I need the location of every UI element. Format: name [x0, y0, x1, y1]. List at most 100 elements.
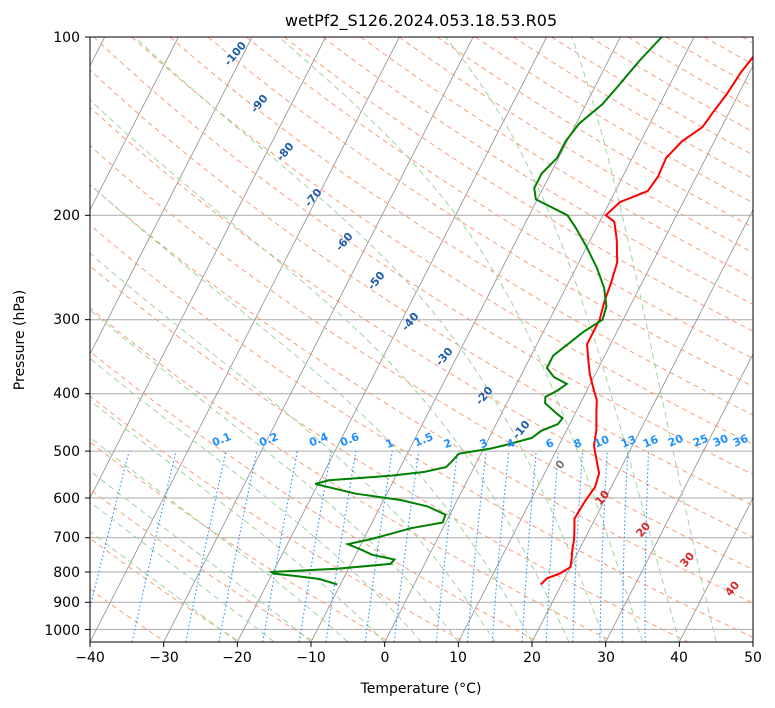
dry-adiabat-line	[90, 488, 316, 642]
mixing-ratio-label: 30	[711, 432, 730, 450]
mixing-ratio-label: 3	[478, 436, 490, 451]
dry-adiabat-line	[322, 37, 753, 305]
dry-adiabat-label: -40	[399, 310, 422, 334]
moist-adiabat-line	[278, 37, 643, 642]
x-tick-label: 40	[670, 650, 688, 666]
dry-adiabat-label: -60	[333, 230, 356, 254]
mixing-ratio-line	[435, 451, 459, 642]
dry-adiabat-line	[90, 224, 753, 638]
dry-adiabat-line	[90, 395, 466, 642]
mixing-ratio-line	[599, 451, 608, 642]
dewpoint-profile-line	[268, 37, 663, 586]
y-tick-label: 900	[53, 595, 80, 611]
mixing-ratio-line	[521, 451, 537, 642]
dry-adiabat-line	[360, 37, 753, 279]
dry-adiabat-label: -50	[365, 269, 388, 293]
mixing-ratio-label: 13	[619, 433, 638, 451]
dry-adiabat-line	[703, 37, 753, 66]
isotherm-line	[752, 641, 753, 642]
x-axis-title: Temperature (°C)	[360, 681, 482, 697]
profile-lines	[268, 37, 753, 586]
x-tick-label: 50	[744, 650, 762, 666]
temperature-profile-line	[539, 55, 753, 586]
chart-title: wetPf2_S126.2024.053.18.53.R05	[285, 11, 557, 31]
x-tick-label: −20	[222, 650, 252, 666]
dry-adiabat-line	[551, 37, 753, 156]
dry-adiabat-line	[90, 307, 615, 642]
dry-adiabat-label: 0	[553, 457, 568, 471]
mixing-ratio-label: 8	[572, 436, 584, 451]
dry-adiabat-line	[665, 37, 753, 88]
y-tick-label: 300	[53, 312, 80, 328]
isotherm-line	[605, 352, 753, 642]
dry-adiabat-label: -90	[248, 92, 271, 116]
isotherm-line	[531, 208, 753, 642]
isotherm-line	[384, 37, 695, 642]
dry-adiabat-label: -20	[473, 384, 496, 408]
dry-adiabat-line	[513, 37, 753, 180]
mixing-ratio-line	[491, 451, 510, 642]
moist-adiabat-line	[90, 501, 275, 642]
y-tick-label: 500	[53, 444, 80, 460]
isotherm-line	[678, 496, 753, 642]
dry-adiabat-label: -100	[221, 39, 249, 69]
x-tick-label: 0	[381, 650, 390, 666]
y-tick-label: 100	[53, 30, 80, 46]
moist-adiabat-line	[571, 37, 717, 642]
x-axis: −40 −30 −20 −10 0 10 20 30 40 50	[75, 642, 762, 666]
dry-adiabat-line	[93, 37, 753, 476]
mixing-ratio-line	[466, 451, 487, 642]
mixing-ratio-label: 25	[691, 432, 710, 450]
x-tick-label: 10	[449, 650, 467, 666]
y-axis-title: Pressure (hPa)	[12, 290, 28, 390]
mixing-ratio-label: 36	[731, 432, 750, 450]
moist-adiabat-line	[90, 399, 386, 642]
y-tick-label: 1000	[44, 623, 80, 639]
dry-adiabat-label: -80	[274, 140, 297, 164]
moist-adiabat-line	[90, 470, 312, 642]
dry-adiabat-line	[474, 37, 753, 204]
moist-adiabat-line	[90, 530, 238, 642]
dry-adiabat-label: 40	[722, 578, 742, 598]
dry-adiabat-label: 30	[677, 549, 697, 569]
moist-adiabat-line	[445, 37, 680, 642]
mixing-ratio-line	[131, 450, 177, 642]
mixing-ratio-label: 1.5	[412, 430, 435, 449]
moist-adiabat-line	[90, 99, 570, 642]
isotherm-line	[90, 37, 400, 642]
x-tick-label: −40	[75, 650, 105, 666]
mixing-ratio-label: 2	[442, 436, 454, 451]
isobar-grid	[90, 37, 753, 630]
x-tick-label: 30	[597, 650, 615, 666]
dry-adiabat-label: 20	[633, 519, 653, 539]
moist-adiabat-line	[90, 436, 349, 642]
mixing-ratio-line	[185, 450, 227, 642]
mixing-ratio-label: 6	[544, 436, 556, 451]
dry-adiabat-line	[90, 350, 540, 642]
dry-adiabat-line	[284, 37, 753, 332]
mixing-ratio-label: 0.4	[307, 430, 330, 449]
mixing-ratio-line	[325, 451, 357, 642]
x-tick-label: −30	[149, 650, 179, 666]
mixing-ratio-line	[218, 450, 258, 642]
mixing-ratio-line	[90, 450, 130, 611]
isotherm-line	[90, 37, 253, 355]
plot-frame	[89, 36, 754, 643]
y-tick-label: 700	[53, 530, 80, 546]
dry-adiabat-line	[131, 37, 753, 446]
dry-adiabat-line	[90, 537, 241, 642]
y-tick-label: 400	[53, 386, 80, 402]
moist-adiabat-line	[90, 183, 533, 642]
isotherm-line	[236, 37, 548, 642]
dry-adiabat-line	[90, 441, 391, 642]
isotherm-line	[90, 37, 327, 499]
isotherm-line	[90, 37, 179, 211]
y-tick-label: 600	[53, 491, 80, 507]
moist-adiabat-line	[90, 357, 422, 642]
mixing-ratio-lines	[90, 450, 650, 642]
mixing-ratio-label: 10	[592, 433, 611, 451]
mixing-ratio-line	[644, 451, 650, 642]
dry-adiabat-line	[90, 69, 753, 506]
y-axis: 100 200 300 400 500 600 700 800 900 1000	[44, 30, 90, 639]
